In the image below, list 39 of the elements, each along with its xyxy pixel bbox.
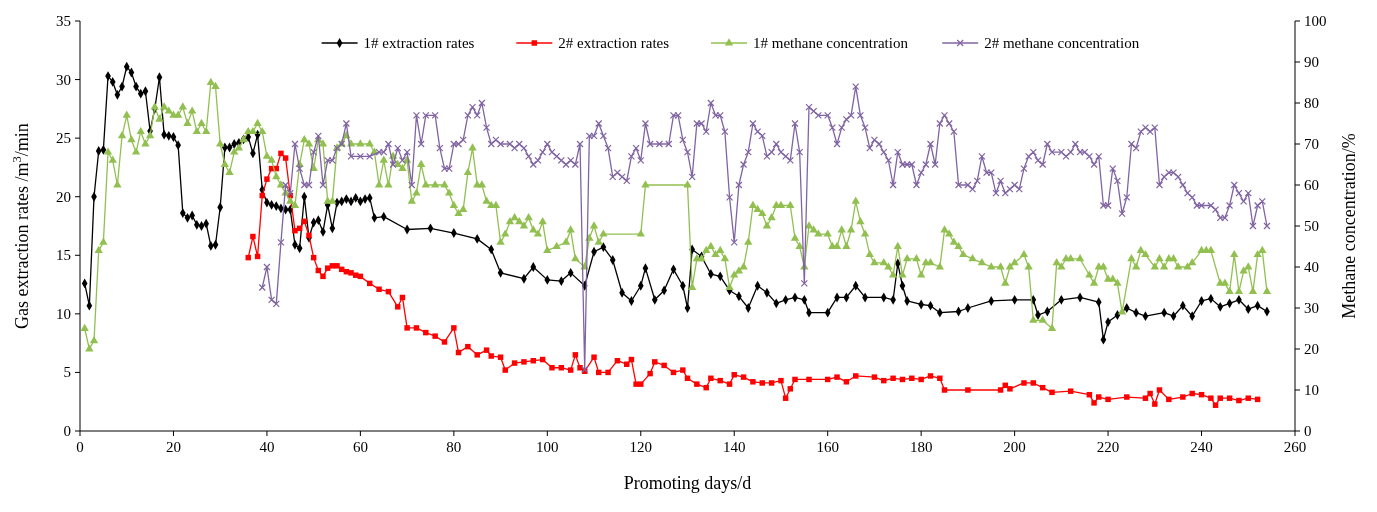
- y2-tick-label: 20: [1304, 341, 1319, 357]
- x-tick-label: 140: [722, 439, 746, 455]
- x-tick-label: 160: [816, 439, 839, 455]
- x-tick-label: 40: [259, 439, 275, 455]
- legend-label: 1# methane concentration: [753, 35, 909, 51]
- legend-label: 2# methane concentration: [984, 35, 1140, 51]
- y2-tick-label: 60: [1304, 177, 1319, 193]
- x-tick-label: 120: [629, 439, 653, 455]
- y-tick-label: 20: [56, 188, 71, 205]
- x-tick-label: 200: [1003, 439, 1026, 455]
- y2-tick-label: 30: [1304, 300, 1319, 316]
- y-tick-label: 25: [56, 130, 71, 147]
- x-tick-label: 0: [76, 439, 84, 455]
- y2-tick-label: 100: [1304, 13, 1327, 29]
- x-tick-label: 240: [1190, 439, 1213, 455]
- y-tick-label: 5: [63, 364, 71, 381]
- legend-label: 2# extraction rates: [558, 35, 670, 51]
- x-tick-label: 20: [165, 439, 181, 455]
- y2-tick-label: 40: [1304, 259, 1319, 275]
- y-tick-label: 35: [56, 13, 71, 29]
- y2-tick-label: 80: [1304, 95, 1319, 111]
- y2-tick-label: 90: [1304, 54, 1319, 70]
- x-tick-label: 220: [1096, 439, 1120, 455]
- y-tick-label: 15: [56, 247, 71, 264]
- x-tick-label: 60: [352, 439, 368, 455]
- y-tick-label: 30: [56, 71, 71, 88]
- y2-tick-label: 70: [1304, 136, 1319, 152]
- y2-tick-label: 50: [1304, 218, 1319, 234]
- y2-tick-label: 0: [1304, 423, 1312, 439]
- x-tick-label: 100: [536, 439, 559, 455]
- x-tick-label: 180: [909, 439, 933, 455]
- y2-tick-label: 10: [1304, 382, 1319, 398]
- x-tick-label: 80: [446, 439, 462, 455]
- legend-label: 1# extraction rates: [363, 35, 475, 51]
- y2-axis-title: Methane concentration/%: [1339, 133, 1359, 319]
- x-axis-title: Promoting days/d: [623, 473, 752, 493]
- y-tick-label: 0: [63, 423, 71, 439]
- y-tick-label: 10: [56, 305, 71, 322]
- x-tick-label: 260: [1283, 439, 1307, 455]
